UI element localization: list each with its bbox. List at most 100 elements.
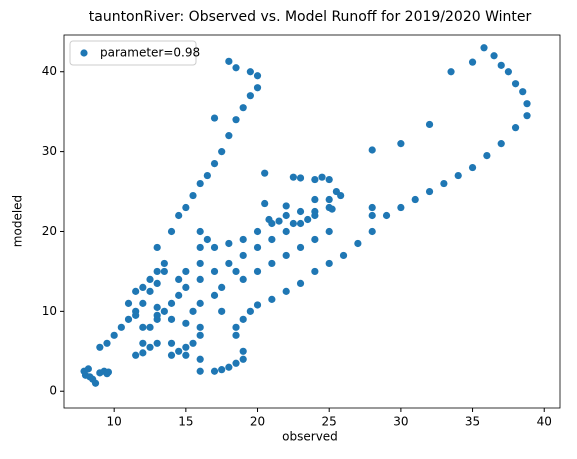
point bbox=[124, 315, 133, 323]
point bbox=[196, 367, 204, 375]
point bbox=[454, 171, 462, 180]
point bbox=[289, 173, 297, 181]
point bbox=[196, 331, 204, 339]
point bbox=[239, 104, 247, 112]
point bbox=[196, 243, 204, 252]
point bbox=[103, 370, 111, 378]
point bbox=[311, 175, 319, 184]
point bbox=[397, 140, 405, 148]
point bbox=[497, 61, 505, 69]
y-tick-label: 20 bbox=[42, 224, 57, 238]
point bbox=[153, 303, 161, 311]
y-tick-label: 10 bbox=[42, 304, 57, 318]
point bbox=[511, 124, 520, 132]
point bbox=[239, 275, 247, 284]
point bbox=[139, 283, 147, 291]
point bbox=[425, 187, 434, 196]
legend-marker bbox=[80, 49, 88, 57]
point bbox=[117, 323, 125, 331]
point bbox=[167, 227, 176, 236]
point bbox=[325, 175, 333, 184]
point bbox=[282, 211, 290, 220]
point bbox=[490, 52, 498, 60]
point bbox=[225, 132, 233, 140]
point bbox=[153, 339, 161, 347]
point bbox=[218, 366, 226, 374]
point bbox=[468, 58, 477, 66]
point bbox=[425, 120, 434, 129]
point bbox=[167, 339, 176, 347]
point bbox=[139, 339, 147, 347]
point bbox=[523, 112, 531, 120]
point bbox=[139, 323, 147, 331]
plot-frame bbox=[63, 34, 561, 409]
point bbox=[282, 227, 290, 236]
point bbox=[132, 351, 140, 359]
y-tick-label: 30 bbox=[42, 144, 57, 158]
point bbox=[232, 323, 240, 331]
point bbox=[325, 227, 333, 236]
point bbox=[210, 114, 219, 122]
point bbox=[160, 259, 168, 268]
point bbox=[239, 347, 247, 355]
legend-box bbox=[69, 40, 197, 66]
point bbox=[80, 367, 88, 375]
point bbox=[196, 355, 204, 363]
x-tick-label: 20 bbox=[250, 415, 265, 429]
point bbox=[232, 64, 240, 72]
x-tick-label: 15 bbox=[178, 415, 193, 429]
point bbox=[253, 72, 262, 80]
point bbox=[218, 148, 226, 156]
x-tick-label: 40 bbox=[537, 415, 552, 429]
y-axis-label: modeled bbox=[11, 195, 25, 247]
point bbox=[339, 251, 348, 260]
point bbox=[282, 287, 290, 295]
point bbox=[275, 217, 283, 225]
point bbox=[289, 219, 297, 228]
point bbox=[480, 44, 488, 52]
point bbox=[447, 68, 455, 76]
point bbox=[311, 267, 319, 276]
point bbox=[153, 311, 161, 319]
point bbox=[210, 267, 219, 276]
point bbox=[253, 301, 262, 309]
point bbox=[196, 299, 204, 307]
point bbox=[146, 323, 154, 331]
point bbox=[354, 239, 362, 248]
point bbox=[261, 199, 269, 208]
point bbox=[253, 243, 262, 252]
point bbox=[218, 307, 226, 315]
chart-title: tauntonRiver: Observed vs. Model Runoff … bbox=[89, 9, 532, 25]
point bbox=[296, 243, 305, 252]
point bbox=[504, 68, 512, 76]
point bbox=[325, 195, 333, 204]
point bbox=[511, 80, 520, 88]
point bbox=[440, 179, 448, 188]
point bbox=[261, 169, 269, 177]
point bbox=[253, 84, 262, 92]
point bbox=[160, 267, 168, 276]
point bbox=[468, 163, 477, 172]
point bbox=[268, 259, 276, 268]
point bbox=[153, 267, 161, 276]
point bbox=[153, 279, 161, 288]
point bbox=[368, 146, 376, 154]
point bbox=[382, 211, 391, 220]
point bbox=[368, 227, 376, 236]
y-tick-label: 40 bbox=[42, 64, 57, 78]
point bbox=[196, 259, 204, 268]
point bbox=[196, 179, 204, 188]
point bbox=[225, 363, 233, 371]
point bbox=[153, 243, 161, 252]
point bbox=[411, 195, 419, 204]
point bbox=[239, 355, 247, 363]
legend-label: parameter=0.98 bbox=[100, 46, 200, 60]
point bbox=[189, 191, 197, 200]
point bbox=[167, 299, 176, 307]
point bbox=[246, 92, 254, 100]
point bbox=[397, 203, 405, 212]
point bbox=[210, 367, 219, 375]
point bbox=[368, 203, 376, 212]
point bbox=[225, 239, 233, 248]
point bbox=[311, 207, 319, 216]
